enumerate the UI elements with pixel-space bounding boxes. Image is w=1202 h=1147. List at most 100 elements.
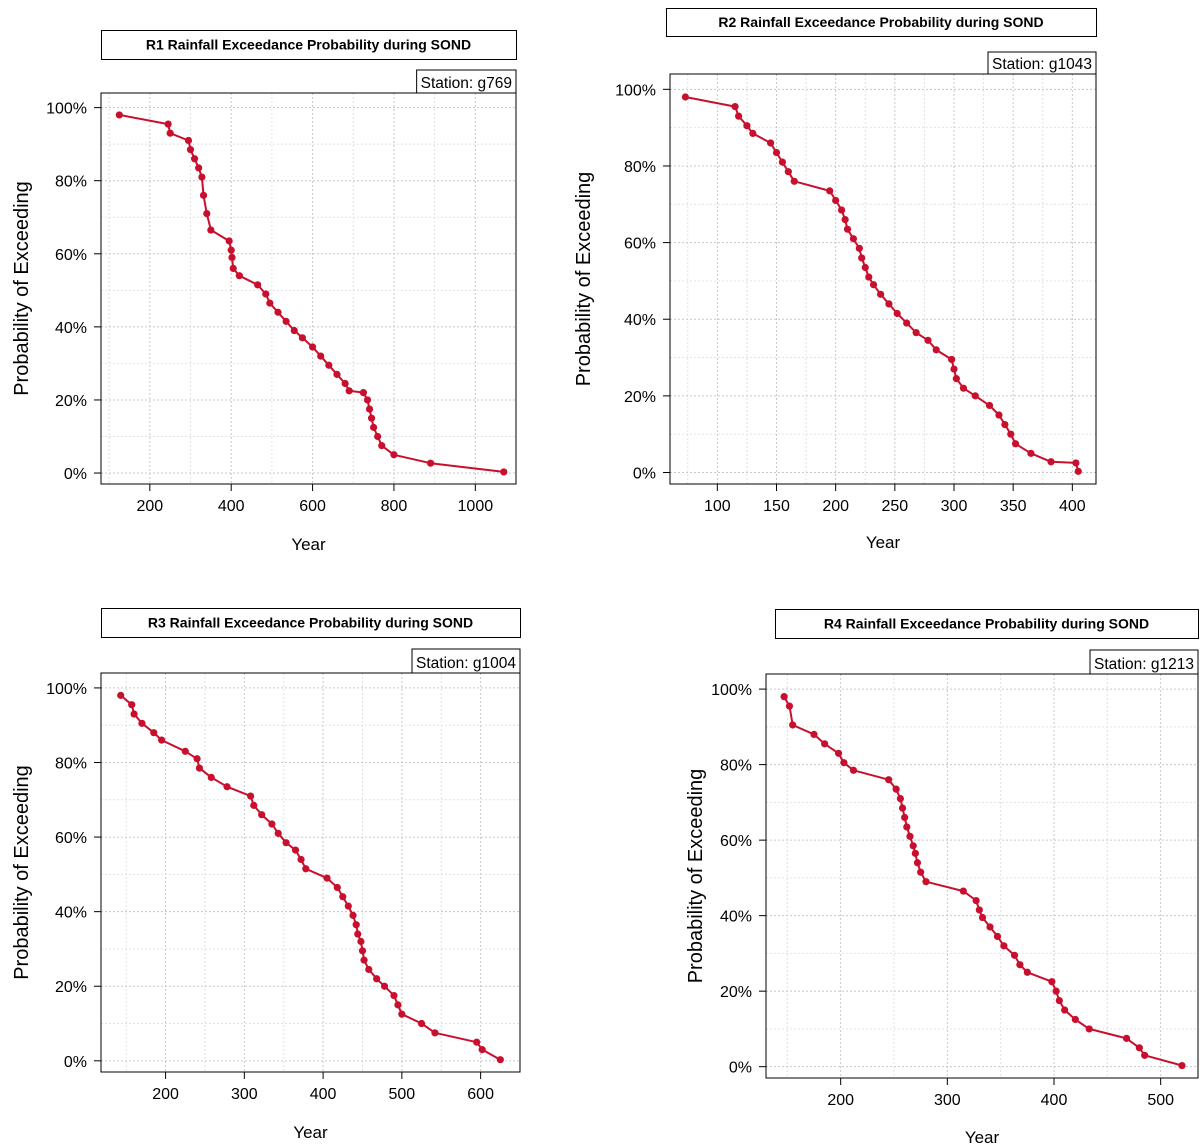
data-point: [1052, 987, 1060, 995]
data-point: [360, 956, 368, 964]
x-axis-title: Year: [866, 533, 901, 552]
chart-title: R3 Rainfall Exceedance Probability durin…: [148, 615, 473, 631]
chart-panel-3: 200 300 400 500 600 0% 20% 40% 60% 80% 100% Year Pro…: [11, 608, 521, 1142]
data-point: [323, 874, 331, 882]
data-point: [352, 921, 360, 929]
data-point: [911, 849, 919, 857]
chart-title: R2 Rainfall Exceedance Probability durin…: [718, 14, 1043, 30]
data-point: [885, 776, 893, 784]
plot-area: [101, 93, 516, 484]
data-point: [893, 309, 901, 318]
y-tick-label: 20%: [624, 389, 656, 406]
data-point: [181, 747, 189, 755]
y-tick-label: 0%: [64, 1054, 87, 1071]
data-point: [266, 299, 274, 307]
data-point: [1061, 1006, 1069, 1014]
data-point: [378, 442, 386, 450]
data-point: [972, 896, 980, 905]
data-point: [190, 155, 199, 163]
data-point: [780, 693, 788, 701]
x-tick-label: 300: [941, 498, 968, 515]
data-point: [840, 759, 848, 767]
plot-frame: [765, 673, 1199, 1079]
data-point: [971, 392, 979, 400]
data-point: [369, 423, 378, 431]
data-point: [274, 308, 282, 316]
data-point: [1055, 996, 1063, 1005]
y-tick-label: 40%: [55, 905, 87, 922]
data-point: [1016, 961, 1024, 969]
data-point: [128, 701, 136, 709]
x-tick-label: 500: [389, 1086, 416, 1103]
data-point: [357, 937, 365, 946]
data-point: [298, 334, 306, 342]
data-point: [810, 730, 818, 739]
y-axis-title: Probability of Exceeding: [11, 765, 33, 980]
data-point: [778, 158, 787, 166]
data-point: [950, 365, 958, 373]
data-point: [772, 148, 781, 157]
data-point: [993, 932, 1002, 941]
x-tick-label: 600: [299, 498, 326, 515]
plot-frame: [100, 672, 521, 1073]
data-point: [363, 396, 372, 404]
data-point: [917, 868, 925, 876]
data-point: [290, 326, 298, 335]
data-point: [268, 820, 276, 828]
data-point: [199, 191, 208, 199]
data-point: [333, 370, 341, 378]
data-point: [785, 702, 794, 710]
data-point: [877, 290, 885, 298]
x-tick-label: 400: [218, 498, 245, 515]
data-point: [333, 883, 341, 892]
data-point: [417, 1019, 426, 1028]
series-line: [783, 696, 1183, 1067]
chart-panel-4: 200 300 400 500 0% 20% 40% 60% 80% 100% Year Probab…: [685, 609, 1199, 1147]
data-point: [373, 975, 381, 983]
data-point: [843, 225, 852, 233]
y-tick-label: 60%: [55, 247, 87, 264]
data-point: [164, 120, 172, 128]
data-point: [359, 389, 368, 397]
station-label-box: [1089, 649, 1199, 675]
plot-frame: [669, 73, 1097, 485]
data-point: [339, 893, 347, 901]
data-point: [913, 859, 922, 867]
data-point: [978, 913, 987, 922]
data-point: [227, 246, 235, 254]
data-point: [184, 136, 193, 145]
data-point: [749, 129, 757, 137]
data-point: [150, 729, 158, 737]
chart-title-box: [666, 8, 1097, 37]
data-point: [1048, 978, 1056, 986]
data-point: [282, 317, 290, 325]
data-point: [195, 764, 204, 772]
plot-area: [766, 674, 1198, 1078]
chart-title-box: [101, 30, 517, 60]
data-point: [789, 721, 797, 729]
chart-title-box: [101, 608, 521, 638]
data-point: [855, 244, 863, 252]
data-point: [1047, 458, 1055, 466]
data-point: [496, 1056, 504, 1064]
x-tick-label: 200: [152, 1086, 179, 1103]
data-point: [247, 792, 255, 800]
data-point: [302, 865, 310, 873]
data-point: [207, 773, 215, 782]
data-point: [1135, 1044, 1143, 1052]
data-point: [821, 740, 829, 748]
data-point: [869, 281, 878, 289]
y-tick-label: 80%: [720, 758, 752, 775]
data-point: [903, 319, 911, 327]
data-point: [909, 842, 917, 850]
data-point: [138, 719, 146, 727]
x-tick-label: 600: [467, 1086, 494, 1103]
data-point: [317, 352, 325, 360]
data-point: [959, 887, 967, 895]
data-point: [766, 139, 775, 147]
data-point: [344, 902, 352, 910]
x-tick-label: 150: [763, 498, 790, 515]
data-point: [398, 1010, 406, 1018]
data-point: [308, 343, 317, 351]
